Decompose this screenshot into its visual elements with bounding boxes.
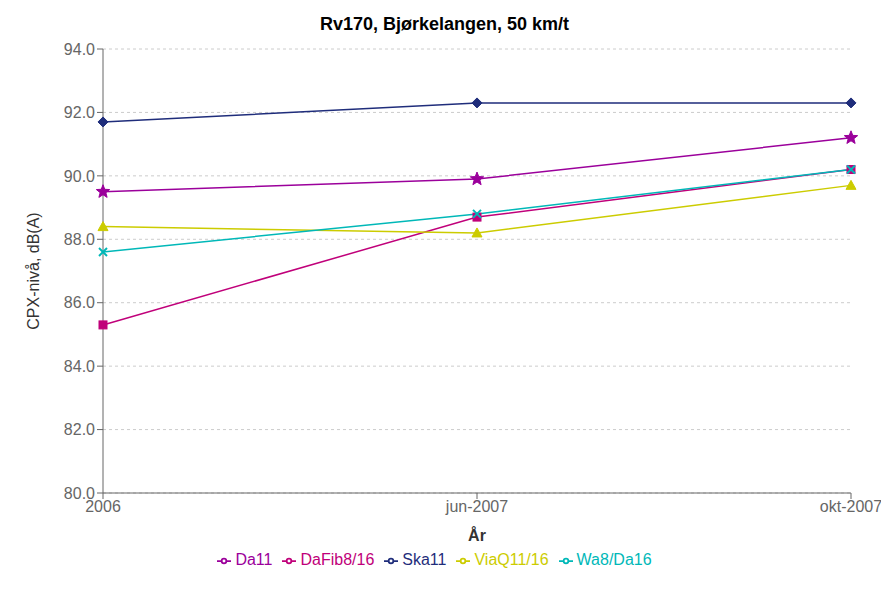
svg-text:80.0: 80.0	[64, 485, 95, 502]
html-text:ViaQ11/16: ViaQ11/16	[474, 551, 549, 568]
html-text:DaFib8/16: DaFib8/16	[300, 551, 375, 568]
html-text:Wa8/Da16: Wa8/Da16	[576, 551, 652, 568]
html-text:Da11: Da11	[235, 551, 273, 568]
svg-text:År: År	[468, 526, 486, 544]
svg-text:2006: 2006	[85, 498, 121, 516]
svg-text:92.0: 92.0	[64, 104, 95, 121]
svg-text:84.0: 84.0	[64, 358, 95, 375]
svg-text:okt-2007: okt-2007	[820, 498, 881, 515]
svg-text:CPX-nivå, dB(A): CPX-nivå, dB(A)	[25, 212, 42, 329]
svg-text:jun-2007: jun-2007	[445, 498, 508, 515]
svg-text:82.0: 82.0	[64, 421, 95, 438]
html-text:Rv170, Bjørkelangen, 50 km/t: Rv170, Bjørkelangen, 50 km/t	[319, 14, 569, 34]
html-text:Ska11: Ska11	[402, 551, 447, 568]
svg-text:90.0: 90.0	[64, 168, 95, 185]
svg-text:88.0: 88.0	[64, 231, 95, 248]
svg-text:94.0: 94.0	[64, 41, 95, 58]
svg-text:86.0: 86.0	[64, 294, 95, 311]
